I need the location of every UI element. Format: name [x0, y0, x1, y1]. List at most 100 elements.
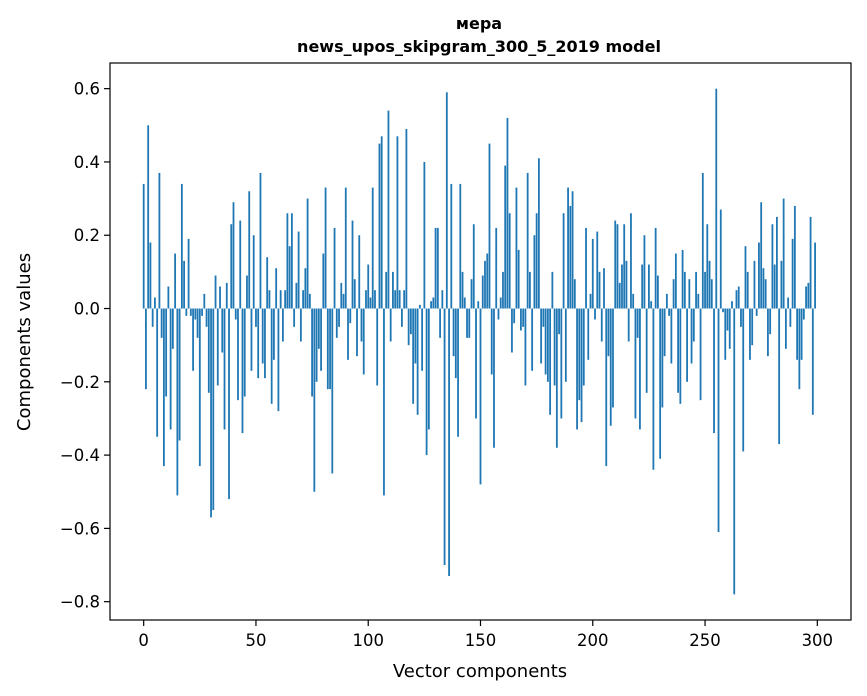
bar [169, 308, 172, 430]
bar [214, 275, 217, 309]
bar [250, 308, 253, 371]
bar [782, 198, 785, 309]
bar [409, 308, 412, 335]
x-tick-label: 250 [689, 631, 721, 650]
bar [472, 224, 475, 309]
bar [564, 308, 567, 382]
bar [239, 220, 242, 309]
bar [701, 172, 704, 309]
bar [722, 308, 724, 313]
bar [295, 282, 298, 309]
bar [787, 297, 790, 309]
bar [304, 268, 307, 309]
x-axis-label: Vector components [393, 661, 567, 682]
bar [648, 264, 650, 309]
bar [219, 286, 221, 309]
bar [771, 224, 774, 309]
y-axis-label: Components values [14, 253, 35, 431]
bar [636, 308, 639, 338]
bar [769, 308, 772, 335]
bar [517, 249, 520, 309]
bar [688, 279, 691, 309]
bar [347, 308, 349, 360]
bar [697, 293, 700, 309]
bar [264, 308, 266, 379]
bar [674, 253, 677, 309]
bar [365, 290, 367, 309]
bar [535, 213, 538, 309]
bar [470, 279, 473, 309]
bar [522, 308, 525, 327]
bar [683, 271, 686, 309]
bar [699, 308, 702, 401]
bar [571, 191, 574, 309]
bar [641, 264, 644, 309]
bar [625, 260, 628, 309]
bar [412, 308, 415, 404]
bar [407, 308, 410, 346]
bar [241, 308, 244, 434]
bar [344, 187, 347, 309]
bar [706, 224, 709, 309]
bar [445, 92, 448, 309]
bar [466, 308, 468, 338]
bar [259, 172, 262, 309]
bar [324, 187, 327, 309]
bar [234, 308, 237, 320]
bar [212, 308, 215, 511]
bar [793, 205, 796, 309]
bar [634, 308, 637, 419]
bar [273, 308, 275, 360]
bar [329, 308, 331, 390]
bar [607, 308, 610, 357]
bar [457, 308, 459, 437]
chart-title-line-2: news_upos_skipgram_300_5_2019 model [297, 37, 661, 56]
bar [531, 308, 534, 371]
y-tick-label: 0.4 [74, 153, 100, 172]
bar [778, 308, 781, 445]
bar [165, 308, 168, 397]
bar [784, 308, 787, 349]
bar [802, 308, 805, 320]
bar [441, 290, 444, 309]
bar [151, 308, 154, 327]
bar [257, 308, 260, 379]
bar [789, 308, 792, 327]
bar [443, 308, 446, 566]
bar [439, 308, 441, 338]
bar [580, 308, 583, 423]
bar [308, 293, 311, 309]
bar [616, 224, 619, 309]
bar [196, 308, 199, 338]
bar [585, 227, 587, 309]
bar [290, 213, 293, 309]
bar [762, 268, 765, 309]
bar [178, 308, 181, 441]
bar [383, 308, 385, 496]
bar [349, 308, 352, 324]
bar [275, 268, 278, 309]
bar [374, 290, 376, 309]
bar [392, 271, 394, 309]
x-tick-label: 100 [352, 631, 384, 650]
bar [609, 308, 612, 426]
bar [796, 308, 799, 360]
bar [724, 308, 727, 360]
bar [326, 308, 329, 390]
bar [421, 308, 424, 371]
bar [654, 227, 657, 309]
x-tick-label: 50 [245, 631, 266, 650]
bar [668, 308, 671, 316]
bar [297, 231, 300, 309]
x-tick-label: 300 [802, 631, 834, 650]
bar [187, 238, 190, 309]
bar [506, 117, 509, 309]
x-axis-ticks: 0 50 100 150 200 250 300 [138, 620, 833, 650]
y-axis-ticks: 0.6 0.4 0.2 0.0 −0.2 −0.4 −0.6 −0.8 [60, 80, 110, 612]
bar [524, 308, 527, 386]
bar [201, 308, 203, 316]
bar-series [142, 88, 816, 595]
bar [398, 290, 401, 309]
bar [560, 308, 563, 419]
